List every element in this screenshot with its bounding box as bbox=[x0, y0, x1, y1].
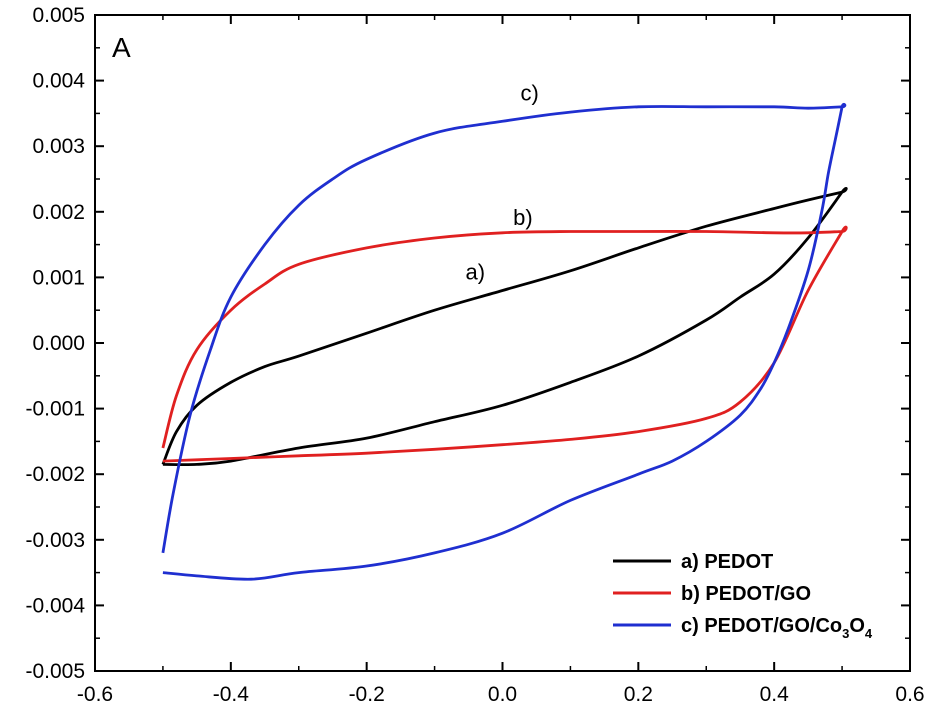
series-b-curve bbox=[161, 225, 848, 463]
series-c-curve-label: c) bbox=[521, 80, 539, 105]
legend-entry-a: a) PEDOT bbox=[681, 551, 773, 573]
y-tick-label: -0.005 bbox=[25, 660, 85, 683]
series-a-curve bbox=[161, 187, 848, 467]
x-tick-label: 0.6 bbox=[895, 683, 924, 706]
legend-entry-c: c) PEDOT/GO/Co3O4 bbox=[681, 615, 873, 641]
y-tick-label: 0.000 bbox=[32, 332, 85, 355]
y-tick-label: -0.001 bbox=[25, 398, 85, 421]
x-axis: -0.6 -0.4 -0.2 0.0 0.2 0.4 0.6 bbox=[77, 15, 925, 706]
curve-labels: a) b) c) bbox=[466, 80, 539, 284]
legend: a) PEDOT b) PEDOT/GO c) PEDOT/GO/Co3O4 bbox=[613, 551, 873, 641]
x-tick-label: -0.6 bbox=[77, 683, 113, 706]
y-tick-label: -0.003 bbox=[25, 529, 85, 552]
legend-entry-b: b) PEDOT/GO bbox=[681, 583, 811, 605]
series-a-curve-label: a) bbox=[466, 259, 486, 284]
plot-curves bbox=[161, 102, 848, 581]
x-tick-label: -0.4 bbox=[213, 683, 250, 706]
panel-label: A bbox=[112, 32, 131, 63]
y-axis: -0.005 -0.004 -0.003 -0.002 -0.001 0.000 0.001… bbox=[25, 4, 910, 683]
y-tick-label: 0.003 bbox=[32, 135, 85, 158]
plot-frame bbox=[94, 14, 911, 672]
y-tick-label: -0.002 bbox=[25, 463, 85, 486]
series-c-curve bbox=[161, 102, 847, 581]
series-b-curve-label: b) bbox=[513, 205, 533, 230]
plot-border bbox=[94, 14, 911, 672]
y-tick-label: 0.004 bbox=[32, 70, 85, 93]
y-tick-label: 0.005 bbox=[32, 4, 85, 27]
y-tick-label: 0.001 bbox=[32, 266, 85, 289]
x-tick-label: 0.0 bbox=[488, 683, 517, 706]
y-tick-label: 0.002 bbox=[32, 201, 85, 224]
x-tick-label: 0.4 bbox=[760, 683, 790, 706]
x-tick-label: -0.2 bbox=[349, 683, 385, 706]
x-tick-label: 0.2 bbox=[624, 683, 653, 706]
y-tick-label: -0.004 bbox=[25, 594, 85, 617]
